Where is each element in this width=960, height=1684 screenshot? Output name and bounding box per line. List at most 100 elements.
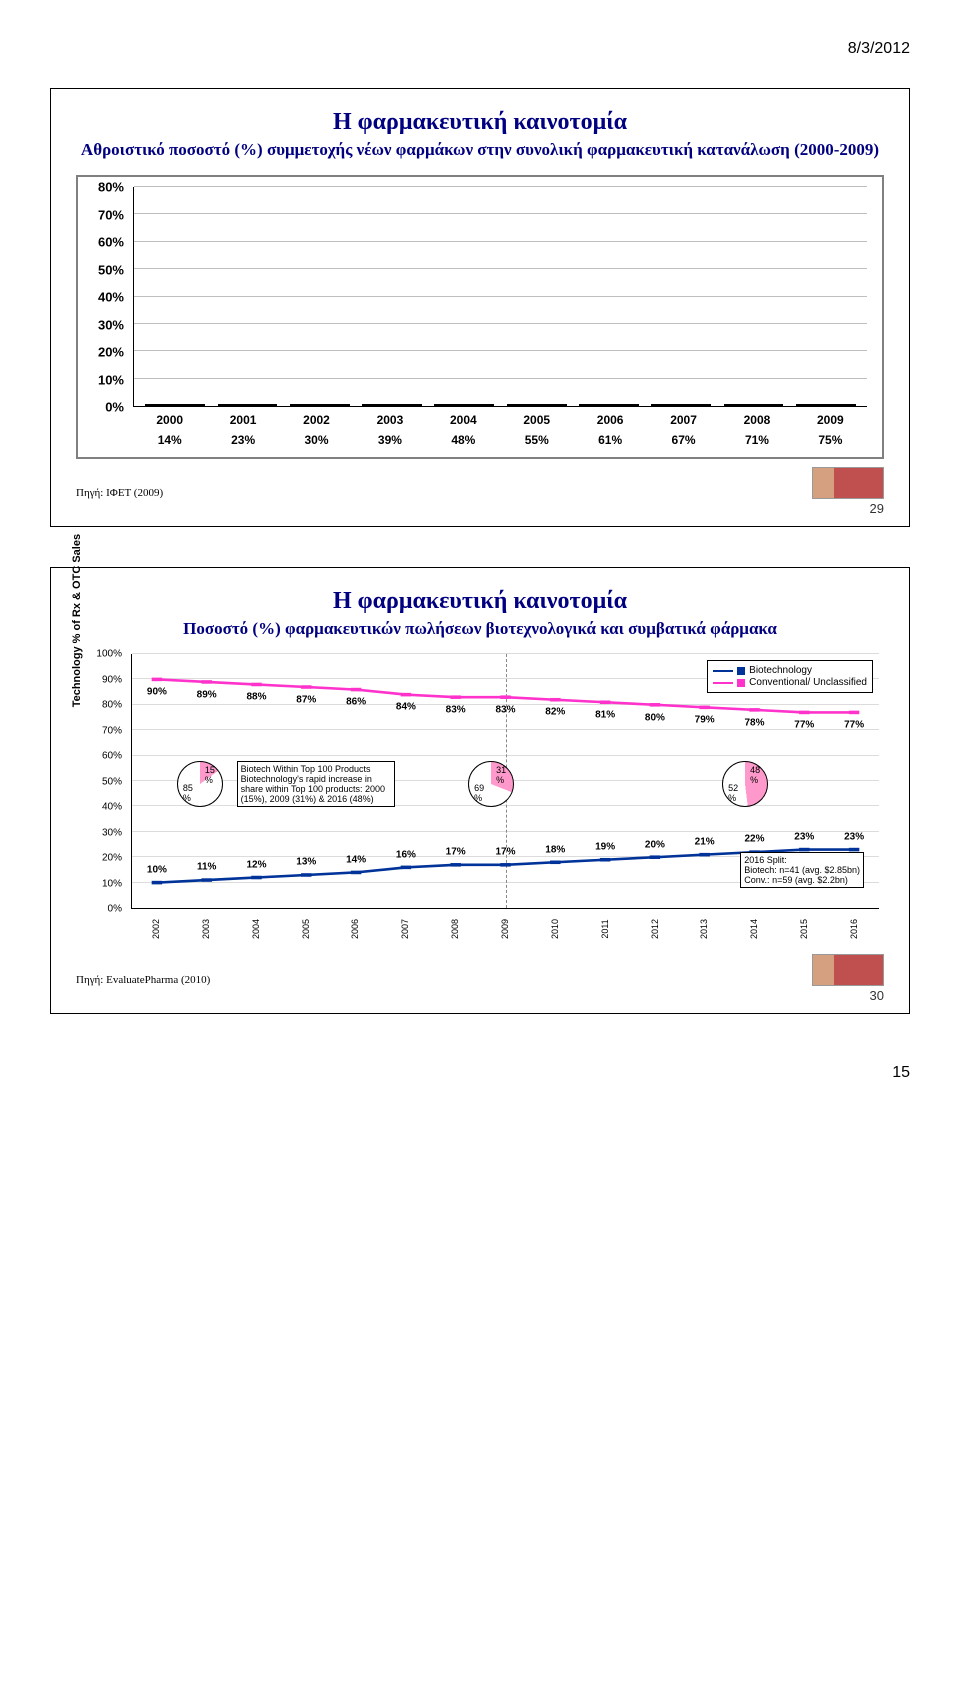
data-label: 17% [446,847,466,858]
x-category: 2000 [133,413,206,427]
bar [796,404,856,406]
x-pct: 39% [353,433,426,447]
bar [507,404,567,406]
x-pct: 71% [720,433,793,447]
yaxis-label: Technology % of Rx & OTC Sales [71,534,83,707]
data-label: 83% [446,704,466,715]
slide2-subtitle: Ποσοστό (%) φαρμακευτικών πωλήσεων βιοτε… [76,619,884,639]
y-tick: 40% [98,290,124,305]
y-tick: 30% [102,827,122,838]
data-label: 14% [346,854,366,865]
y-tick: 50% [98,262,124,277]
x-pct: 48% [427,433,500,447]
bar [290,404,350,406]
data-label: 12% [246,859,266,870]
x-pct: 67% [647,433,720,447]
slide1-title: Η φαρμακευτική καινοτομία [76,109,884,136]
bar [362,404,422,406]
slide2-source: Πηγή: EvaluatePharma (2010) [76,974,210,986]
slide-2: Η φαρμακευτική καινοτομία Ποσοστό (%) φα… [50,567,910,1014]
data-label: 22% [744,834,764,845]
x-category: 2001 [206,413,279,427]
pie-label: 69 % [474,783,484,803]
slide2-number: 30 [76,988,884,1003]
data-label: 78% [744,717,764,728]
x-category: 2005 [500,413,573,427]
data-label: 86% [346,697,366,708]
slide1-source: Πηγή: ΙΦΕΤ (2009) [76,487,163,499]
x-year: 2004 [251,904,261,954]
bar [724,404,784,406]
bar [218,404,278,406]
bar [434,404,494,406]
x-pct: 14% [133,433,206,447]
x-pct: 61% [573,433,646,447]
data-label: 19% [595,842,615,853]
x-pct: 23% [206,433,279,447]
y-tick: 80% [102,700,122,711]
y-tick: 70% [98,207,124,222]
slide2-title: Η φαρμακευτική καινοτομία [76,588,884,615]
x-year: 2006 [350,904,360,954]
data-label: 84% [396,702,416,713]
x-year: 2010 [550,904,560,954]
bar [145,404,205,406]
y-tick: 50% [102,776,122,787]
data-label: 13% [296,857,316,868]
data-label: 16% [396,849,416,860]
x-category: 2003 [353,413,426,427]
page-number: 15 [50,1064,910,1082]
header-date: 8/3/2012 [50,40,910,58]
x-year: 2007 [400,904,410,954]
bar [651,404,711,406]
data-label: 88% [246,692,266,703]
bar [579,404,639,406]
x-category: 2002 [280,413,353,427]
x-category: 2006 [573,413,646,427]
y-tick: 0% [105,400,124,415]
x-year: 2012 [650,904,660,954]
pie-label: 52 % [728,783,738,803]
y-tick: 60% [98,235,124,250]
logo-icon [812,467,884,499]
data-label: 82% [545,707,565,718]
y-tick: 100% [96,649,122,660]
y-tick: 40% [102,802,122,813]
biotech-note: Biotech Within Top 100 Products Biotechn… [237,761,395,807]
y-tick: 90% [102,674,122,685]
logo-icon [812,954,884,986]
x-year: 2002 [151,904,161,954]
data-label: 87% [296,694,316,705]
x-category: 2008 [720,413,793,427]
data-label: 21% [695,836,715,847]
x-pct: 75% [794,433,867,447]
data-label: 20% [645,839,665,850]
data-label: 79% [695,715,715,726]
x-year: 2014 [749,904,759,954]
y-tick: 0% [108,904,122,915]
x-year: 2015 [799,904,809,954]
slide2-line-chart: Technology % of Rx & OTC Sales0%10%20%30… [76,654,884,934]
y-tick: 10% [98,372,124,387]
data-label: 80% [645,712,665,723]
slide-1: Η φαρμακευτική καινοτομία Αθροιστικό ποσ… [50,88,910,527]
x-category: 2007 [647,413,720,427]
y-tick: 10% [102,878,122,889]
data-label: 17% [495,847,515,858]
data-label: 77% [794,720,814,731]
x-year: 2011 [600,904,610,954]
x-year: 2016 [849,904,859,954]
y-tick: 30% [98,317,124,332]
data-label: 90% [147,687,167,698]
data-label: 77% [844,720,864,731]
x-year: 2009 [500,904,510,954]
pie-label: 48 % [750,765,760,785]
split-note: 2016 Split: Biotech: n=41 (avg. $2.85bn)… [740,852,864,888]
y-tick: 20% [102,853,122,864]
chart-legend: BiotechnologyConventional/ Unclassified [707,660,873,693]
data-label: 10% [147,864,167,875]
y-tick: 70% [102,725,122,736]
y-tick: 80% [98,180,124,195]
data-label: 23% [844,831,864,842]
slide1-number: 29 [76,501,884,516]
